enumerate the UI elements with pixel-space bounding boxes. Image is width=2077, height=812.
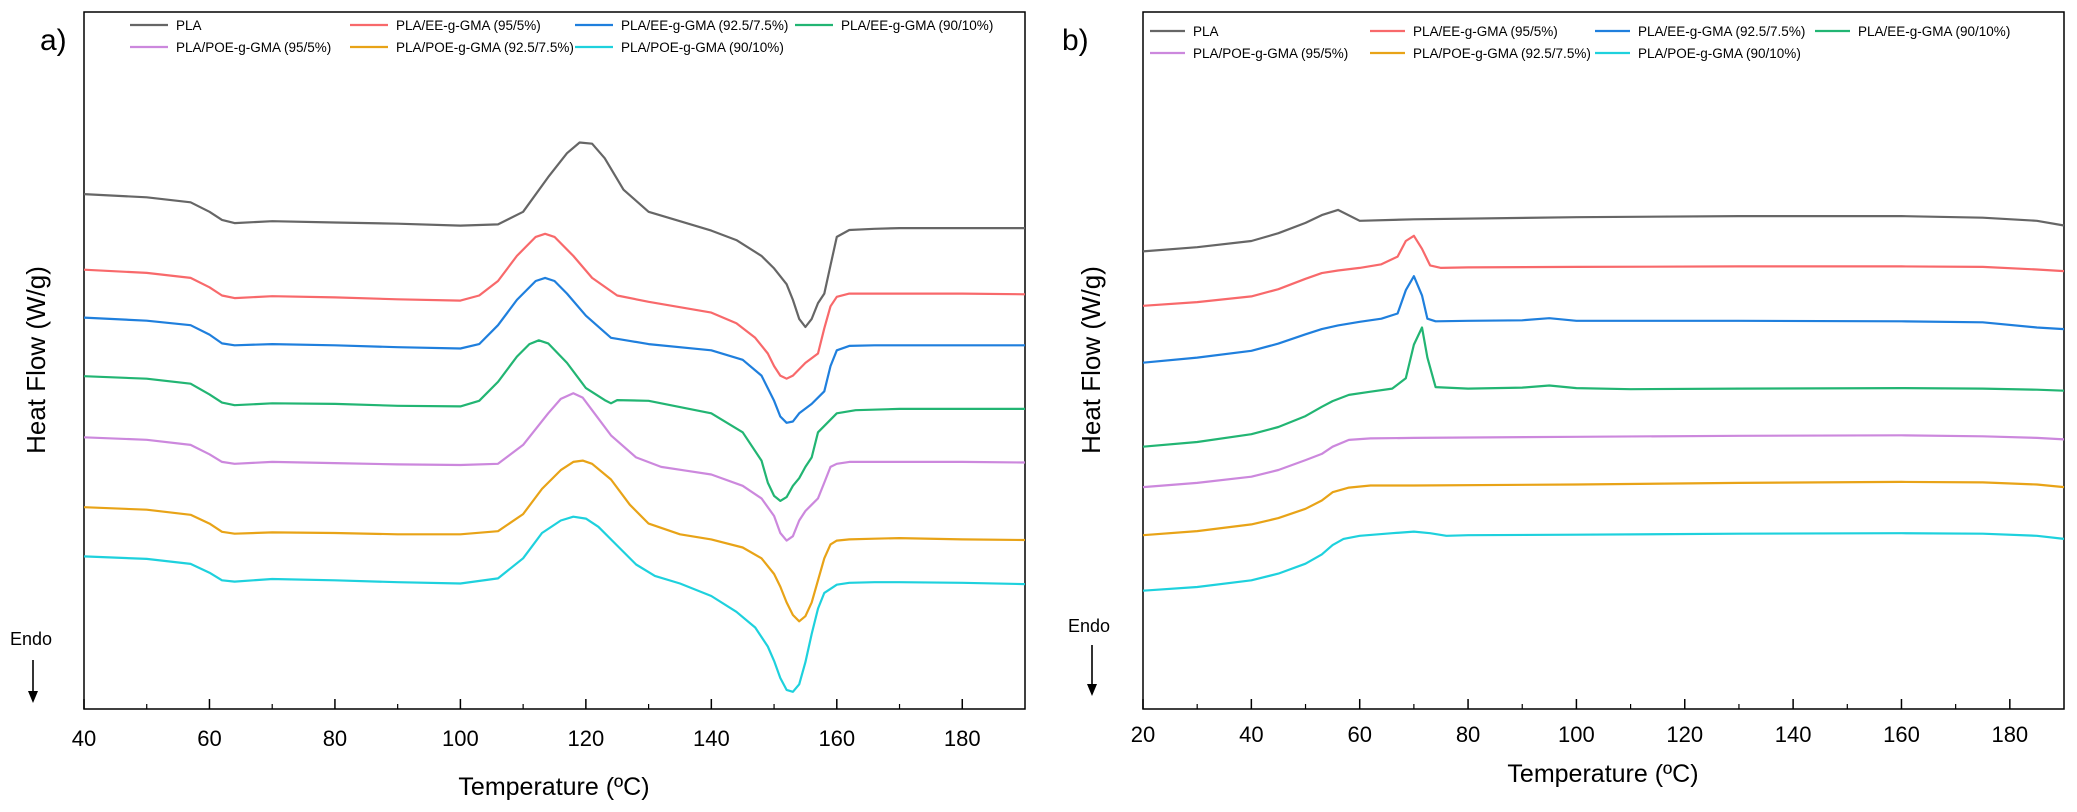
legend-label: PLA/EE-g-GMA (92.5/7.5%) — [621, 18, 788, 33]
series-line-pla-ee-g-gma-90-10 — [83, 339, 1025, 502]
series-line-pla-ee-g-gma-95-5 — [1142, 234, 2065, 307]
y-axis-label-a: Heat Flow (W/g) — [21, 266, 51, 454]
legend-label: PLA/POE-g-GMA (92.5/7.5%) — [396, 40, 574, 55]
endo-arrow-a — [28, 660, 38, 703]
series-line-pla-poe-g-gma-92-5-7-5 — [83, 459, 1026, 623]
legend-item-pla-ee-g-gma-95-5: PLA/EE-g-GMA (95/5%) — [350, 18, 541, 33]
legend-label: PLA/POE-g-GMA (92.5/7.5%) — [1413, 46, 1591, 61]
plot-frame-b — [1142, 11, 2065, 710]
series-line-pla-poe-g-gma-90-10 — [1142, 530, 2065, 592]
x-tick-label: 120 — [1666, 722, 1703, 747]
legend-b: PLA PLA/EE-g-GMA (95/5%) PLA/EE-g-GMA (92.… — [1150, 24, 2010, 61]
x-tick-label: 160 — [1883, 722, 1920, 747]
panel-a: a) Heat Flow (W/g) Temperature (ºC) Endo… — [10, 11, 1026, 801]
legend-label: PLA/EE-g-GMA (95/5%) — [396, 18, 541, 33]
series-line-pla-poe-g-gma-95-5 — [83, 392, 1026, 542]
legend-label: PLA — [176, 18, 202, 33]
legend-item-pla-poe-g-gma-90-10: PLA/POE-g-GMA (90/10%) — [575, 40, 784, 55]
series-line-pla-poe-g-gma-90-10 — [83, 515, 1026, 693]
x-tick-label: 80 — [323, 726, 347, 751]
series-line-pla-ee-g-gma-92-5-7-5 — [83, 276, 1025, 424]
legend-item-pla-ee-g-gma-90-10: PLA/EE-g-GMA (90/10%) — [1815, 24, 2010, 39]
x-tick-label: 140 — [693, 726, 730, 751]
x-axis-label-a: Temperature (ºC) — [458, 773, 649, 801]
endo-label-b: Endo — [1068, 616, 1110, 636]
x-tick-label: 120 — [568, 726, 605, 751]
x-tick-label: 60 — [197, 726, 221, 751]
endo-label-a: Endo — [10, 629, 52, 649]
panel-label-b: b) — [1062, 24, 1089, 57]
legend-item-pla-poe-g-gma-95-5: PLA/POE-g-GMA (95/5%) — [1150, 46, 1348, 61]
legend-label: PLA/EE-g-GMA (92.5/7.5%) — [1638, 24, 1805, 39]
x-tick-label: 140 — [1775, 722, 1812, 747]
x-tick-label: 160 — [818, 726, 855, 751]
series-line-pla-poe-g-gma-92-5-7-5 — [1142, 480, 2065, 537]
legend-item-pla-poe-g-gma-92-5-7-5: PLA/POE-g-GMA (92.5/7.5%) — [350, 40, 574, 55]
panel-label-a: a) — [40, 24, 67, 57]
legend-label: PLA/POE-g-GMA (90/10%) — [621, 40, 784, 55]
legend-item-pla-poe-g-gma-90-10: PLA/POE-g-GMA (90/10%) — [1595, 46, 1801, 61]
x-ticks-a: 40 60 80 100 120 140 160 180 — [72, 699, 981, 751]
x-ticks-b: 20 40 60 80 100 120 140 160 180 — [1131, 699, 2028, 747]
x-tick-label: 180 — [944, 726, 981, 751]
series-line-pla-ee-g-gma-92-5-7-5 — [1142, 275, 2065, 364]
panel-b: b) Heat Flow (W/g) Temperature (ºC) Endo… — [1062, 11, 2065, 788]
legend-item-pla-ee-g-gma-92-5-7-5: PLA/EE-g-GMA (92.5/7.5%) — [575, 18, 788, 33]
legend-item-pla-ee-g-gma-90-10: PLA/EE-g-GMA (90/10%) — [795, 18, 993, 33]
series-line-pla — [1142, 208, 2065, 253]
endo-arrow-b — [1087, 645, 1097, 696]
plot-frame-a — [83, 11, 1026, 710]
legend-label: PLA/POE-g-GMA (90/10%) — [1638, 46, 1801, 61]
y-axis-label-b: Heat Flow (W/g) — [1076, 266, 1106, 454]
x-tick-label: 80 — [1456, 722, 1480, 747]
legend-item-pla: PLA — [130, 18, 202, 33]
x-tick-label: 40 — [72, 726, 96, 751]
legend-item-pla-poe-g-gma-92-5-7-5: PLA/POE-g-GMA (92.5/7.5%) — [1370, 46, 1591, 61]
legend-label: PLA/EE-g-GMA (90/10%) — [841, 18, 993, 33]
x-tick-label: 180 — [1991, 722, 2028, 747]
x-axis-label-b: Temperature (ºC) — [1507, 760, 1698, 788]
legend-label: PLA/POE-g-GMA (95/5%) — [176, 40, 331, 55]
legend-item-pla-ee-g-gma-92-5-7-5: PLA/EE-g-GMA (92.5/7.5%) — [1595, 24, 1805, 39]
legend-a: PLA PLA/EE-g-GMA (95/5%) PLA/EE-g-GMA (92.… — [130, 18, 993, 55]
x-tick-label: 100 — [442, 726, 479, 751]
legend-label: PLA/EE-g-GMA (95/5%) — [1413, 24, 1558, 39]
series-line-pla-poe-g-gma-95-5 — [1142, 434, 2065, 489]
legend-item-pla: PLA — [1150, 24, 1219, 39]
legend-item-pla-ee-g-gma-95-5: PLA/EE-g-GMA (95/5%) — [1370, 24, 1558, 39]
series-line-pla — [83, 141, 1025, 329]
series-lines-a — [83, 141, 1026, 693]
legend-label: PLA/POE-g-GMA (95/5%) — [1193, 46, 1348, 61]
legend-label: PLA — [1193, 24, 1219, 39]
series-lines-b — [1142, 208, 2065, 592]
x-tick-label: 20 — [1131, 722, 1155, 747]
series-line-pla-ee-g-gma-95-5 — [83, 232, 1026, 380]
x-tick-label: 60 — [1347, 722, 1371, 747]
series-line-pla-ee-g-gma-90-10 — [1142, 326, 2065, 448]
x-tick-label: 40 — [1239, 722, 1263, 747]
legend-label: PLA/EE-g-GMA (90/10%) — [1858, 24, 2010, 39]
legend-item-pla-poe-g-gma-95-5: PLA/POE-g-GMA (95/5%) — [130, 40, 331, 55]
x-tick-label: 100 — [1558, 722, 1595, 747]
